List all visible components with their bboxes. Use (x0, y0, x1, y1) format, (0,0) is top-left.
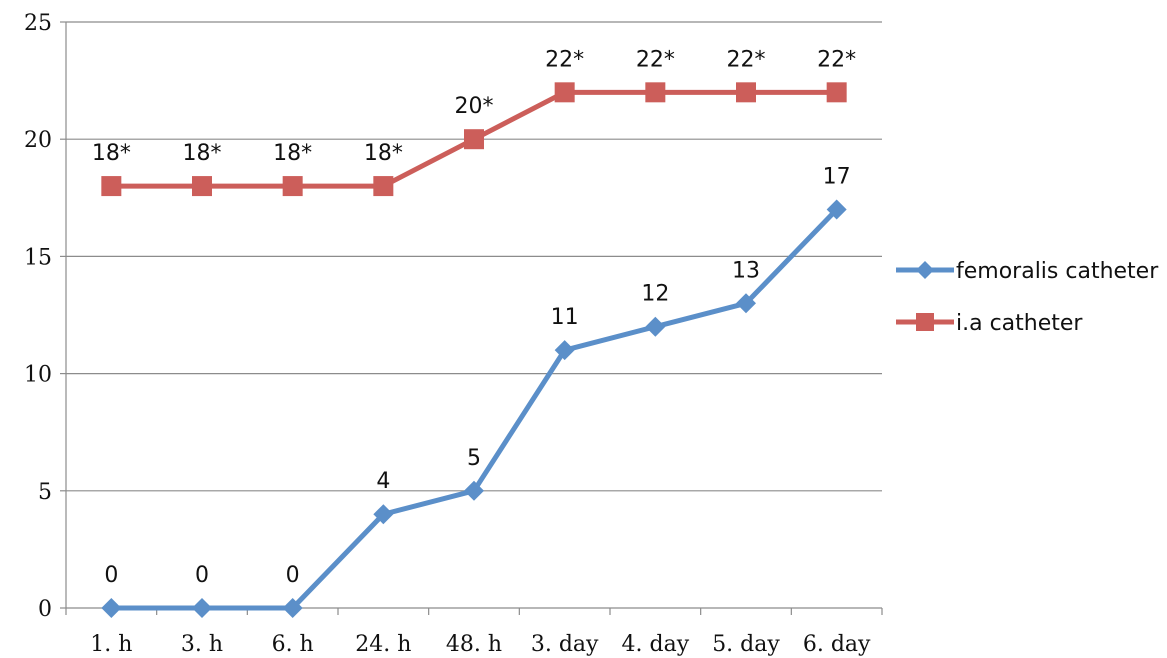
y-tick-label: 10 (24, 363, 52, 388)
x-tick-label: 4. day (622, 632, 690, 657)
data-point (192, 176, 212, 197)
data-label: 20* (455, 94, 494, 119)
y-tick-label: 0 (38, 597, 52, 622)
data-label: 22* (817, 47, 856, 72)
x-tick-label: 48. h (446, 632, 502, 657)
data-point (373, 504, 394, 525)
data-point (101, 598, 122, 618)
data-label: 22* (545, 47, 584, 72)
data-label: 18* (92, 141, 131, 166)
data-label: 12 (641, 282, 669, 307)
data-point (554, 82, 575, 103)
gridlines (66, 21, 882, 492)
data-labels: 0 0 0 4 5 11 12 13 17 18* 18* 18* 18* 20* 22* 22* 22* 22* (92, 47, 856, 588)
x-tick-label: 3. day (531, 632, 599, 657)
data-point (736, 293, 756, 314)
data-point (736, 82, 756, 103)
x-tick-label: 6. day (803, 632, 871, 657)
x-tick-label: 24. h (355, 632, 411, 657)
data-label: 4 (376, 469, 390, 494)
y-tick-label: 5 (38, 480, 52, 505)
data-label: 18* (273, 141, 312, 166)
data-point (282, 176, 303, 197)
y-tick-label: 15 (24, 245, 52, 270)
series-group (101, 82, 847, 618)
y-tick-label: 25 (24, 11, 52, 36)
legend-label: femoralis catheter (956, 259, 1159, 284)
data-point (645, 316, 666, 337)
data-point (464, 480, 484, 501)
data-label: 13 (732, 258, 760, 283)
x-tick-label: 5. day (712, 632, 780, 657)
data-label: 0 (104, 563, 118, 588)
data-label: 11 (551, 305, 579, 330)
data-label: 0 (195, 563, 209, 588)
data-label: 0 (286, 563, 300, 588)
data-label: 18* (183, 141, 222, 166)
data-label: 22* (727, 47, 766, 72)
x-tick-label: 6. h (272, 632, 314, 657)
legend-label: i.a catheter (956, 311, 1083, 336)
x-tick-label: 1. h (90, 632, 132, 657)
data-point (373, 176, 394, 197)
data-point (192, 598, 212, 618)
data-point (826, 82, 847, 103)
y-tick-label: 20 (24, 128, 52, 153)
x-tick-label: 3. h (181, 632, 223, 657)
data-point (101, 176, 122, 197)
data-point (645, 82, 666, 103)
data-label: 18* (364, 141, 403, 166)
data-point (554, 340, 575, 361)
data-label: 17 (823, 165, 851, 190)
y-tick-labels: 0 5 10 15 20 25 (24, 11, 52, 622)
legend-marker (916, 261, 934, 279)
series-line-1 (111, 207, 839, 611)
data-point (826, 199, 847, 220)
data-label: 22* (636, 47, 675, 72)
legend-marker (916, 313, 934, 331)
data-label: 5 (467, 446, 481, 471)
x-tick-labels: 1. h 3. h 6. h 24. h 48. h 3. day 4. day 5. day… (90, 632, 871, 657)
data-point (464, 129, 484, 150)
legend: femoralis catheter i.a catheter (896, 259, 1159, 336)
data-point (282, 598, 303, 618)
